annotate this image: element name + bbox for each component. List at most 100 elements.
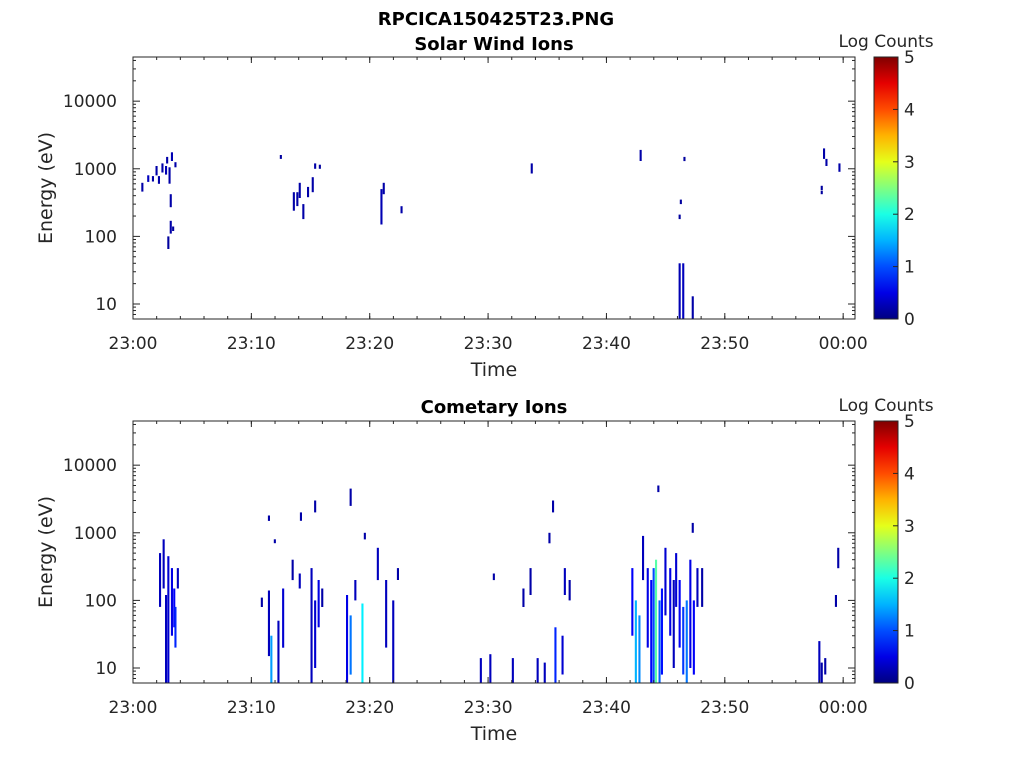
data-cell bbox=[376, 547, 379, 581]
data-cell bbox=[837, 547, 840, 569]
data-cell bbox=[147, 175, 150, 182]
x-axis-label: Time bbox=[470, 359, 518, 381]
data-cell bbox=[838, 163, 841, 172]
data-cell bbox=[685, 600, 688, 683]
data-cell bbox=[396, 568, 399, 580]
colorbar-tick-label: 4 bbox=[904, 464, 915, 484]
x-tick-label: 23:30 bbox=[464, 334, 513, 354]
panel-1: Solar Wind Ions 23:00 23:10 23:20 23:30 23:40… bbox=[35, 32, 934, 381]
data-cell bbox=[638, 615, 641, 683]
colorbar-tick-label: 0 bbox=[904, 674, 915, 694]
data-cell bbox=[311, 177, 314, 193]
colorbar-title: Log Counts bbox=[838, 396, 933, 416]
data-cell bbox=[536, 658, 539, 683]
data-cell bbox=[292, 192, 295, 211]
x-tick-label: 23:40 bbox=[582, 698, 631, 718]
data-cell bbox=[529, 568, 532, 595]
data-cell bbox=[162, 539, 165, 589]
y-axis-label: Energy (eV) bbox=[35, 132, 57, 244]
data-cell bbox=[823, 148, 826, 159]
data-cell bbox=[310, 568, 313, 683]
data-cell bbox=[141, 182, 144, 192]
colorbar-tick-label: 3 bbox=[904, 517, 915, 537]
data-cell bbox=[818, 641, 821, 683]
data-cell bbox=[157, 176, 160, 184]
data-cell bbox=[634, 600, 637, 683]
data-cell bbox=[701, 568, 704, 607]
data-cell bbox=[682, 606, 685, 675]
y-tick-label: 100 bbox=[85, 591, 117, 611]
data-cell bbox=[302, 204, 305, 220]
data-cell bbox=[479, 658, 482, 683]
data-cell bbox=[346, 595, 349, 683]
data-cell bbox=[361, 603, 364, 683]
data-cell bbox=[298, 573, 301, 589]
x-tick-label: 23:50 bbox=[700, 334, 749, 354]
data-cell bbox=[669, 568, 672, 636]
data-cell bbox=[168, 167, 171, 184]
data-cell bbox=[317, 580, 320, 628]
data-cell bbox=[267, 515, 270, 521]
data-cell bbox=[173, 588, 176, 628]
data-cell bbox=[691, 296, 694, 319]
y-tick-label: 1000 bbox=[74, 160, 117, 180]
data-cell bbox=[679, 199, 682, 205]
x-axis-label: Time bbox=[470, 723, 518, 745]
data-cell bbox=[696, 568, 699, 607]
data-cell bbox=[277, 620, 280, 683]
data-cell bbox=[270, 635, 273, 683]
x-tick-label: 00:00 bbox=[819, 334, 868, 354]
data-cell bbox=[820, 662, 823, 683]
data-cell bbox=[167, 236, 170, 249]
x-tick-label: 23:30 bbox=[464, 698, 513, 718]
data-cell bbox=[672, 580, 675, 668]
data-cell bbox=[522, 588, 525, 607]
data-cell bbox=[652, 568, 655, 683]
data-cell bbox=[489, 654, 492, 683]
data-cell bbox=[267, 590, 270, 657]
data-cell bbox=[554, 627, 557, 683]
x-tick-label: 23:00 bbox=[109, 334, 158, 354]
colorbar-tick-label: 5 bbox=[904, 412, 915, 432]
x-tick-label: 23:00 bbox=[109, 698, 158, 718]
data-cell bbox=[170, 568, 173, 636]
data-cell bbox=[646, 568, 649, 648]
colorbar-tick-label: 5 bbox=[904, 48, 915, 68]
data-cell bbox=[167, 556, 170, 683]
data-cell bbox=[354, 580, 357, 601]
data-cell bbox=[563, 568, 566, 595]
data-cell bbox=[691, 522, 694, 533]
data-cell bbox=[568, 580, 571, 601]
colorbar-gradient bbox=[873, 420, 899, 684]
data-cell bbox=[678, 263, 681, 319]
x-tick-label: 00:00 bbox=[819, 698, 868, 718]
data-cell bbox=[552, 500, 555, 513]
data-cell bbox=[820, 190, 823, 195]
data-cell bbox=[492, 573, 495, 581]
colorbar-tick-label: 1 bbox=[904, 622, 915, 642]
colorbar-gradient bbox=[873, 56, 899, 320]
data-cell bbox=[155, 166, 158, 176]
data-cell bbox=[692, 600, 695, 675]
data-cell bbox=[314, 600, 317, 668]
data-cell bbox=[678, 214, 681, 220]
y-tick-label: 10 bbox=[95, 295, 117, 315]
data-cell bbox=[834, 595, 837, 607]
data-cell bbox=[675, 553, 678, 607]
data-cell bbox=[363, 532, 366, 540]
data-cell bbox=[658, 600, 661, 683]
data-cell bbox=[825, 158, 828, 166]
data-cell bbox=[318, 164, 321, 169]
data-cell bbox=[380, 189, 383, 225]
data-cell bbox=[307, 186, 310, 198]
data-cell bbox=[279, 155, 282, 159]
data-cell bbox=[165, 166, 168, 175]
x-tick-label: 23:10 bbox=[227, 698, 276, 718]
y-tick-label: 10 bbox=[95, 659, 117, 679]
panel-title: Solar Wind Ions bbox=[414, 34, 573, 55]
data-cell bbox=[169, 220, 172, 234]
